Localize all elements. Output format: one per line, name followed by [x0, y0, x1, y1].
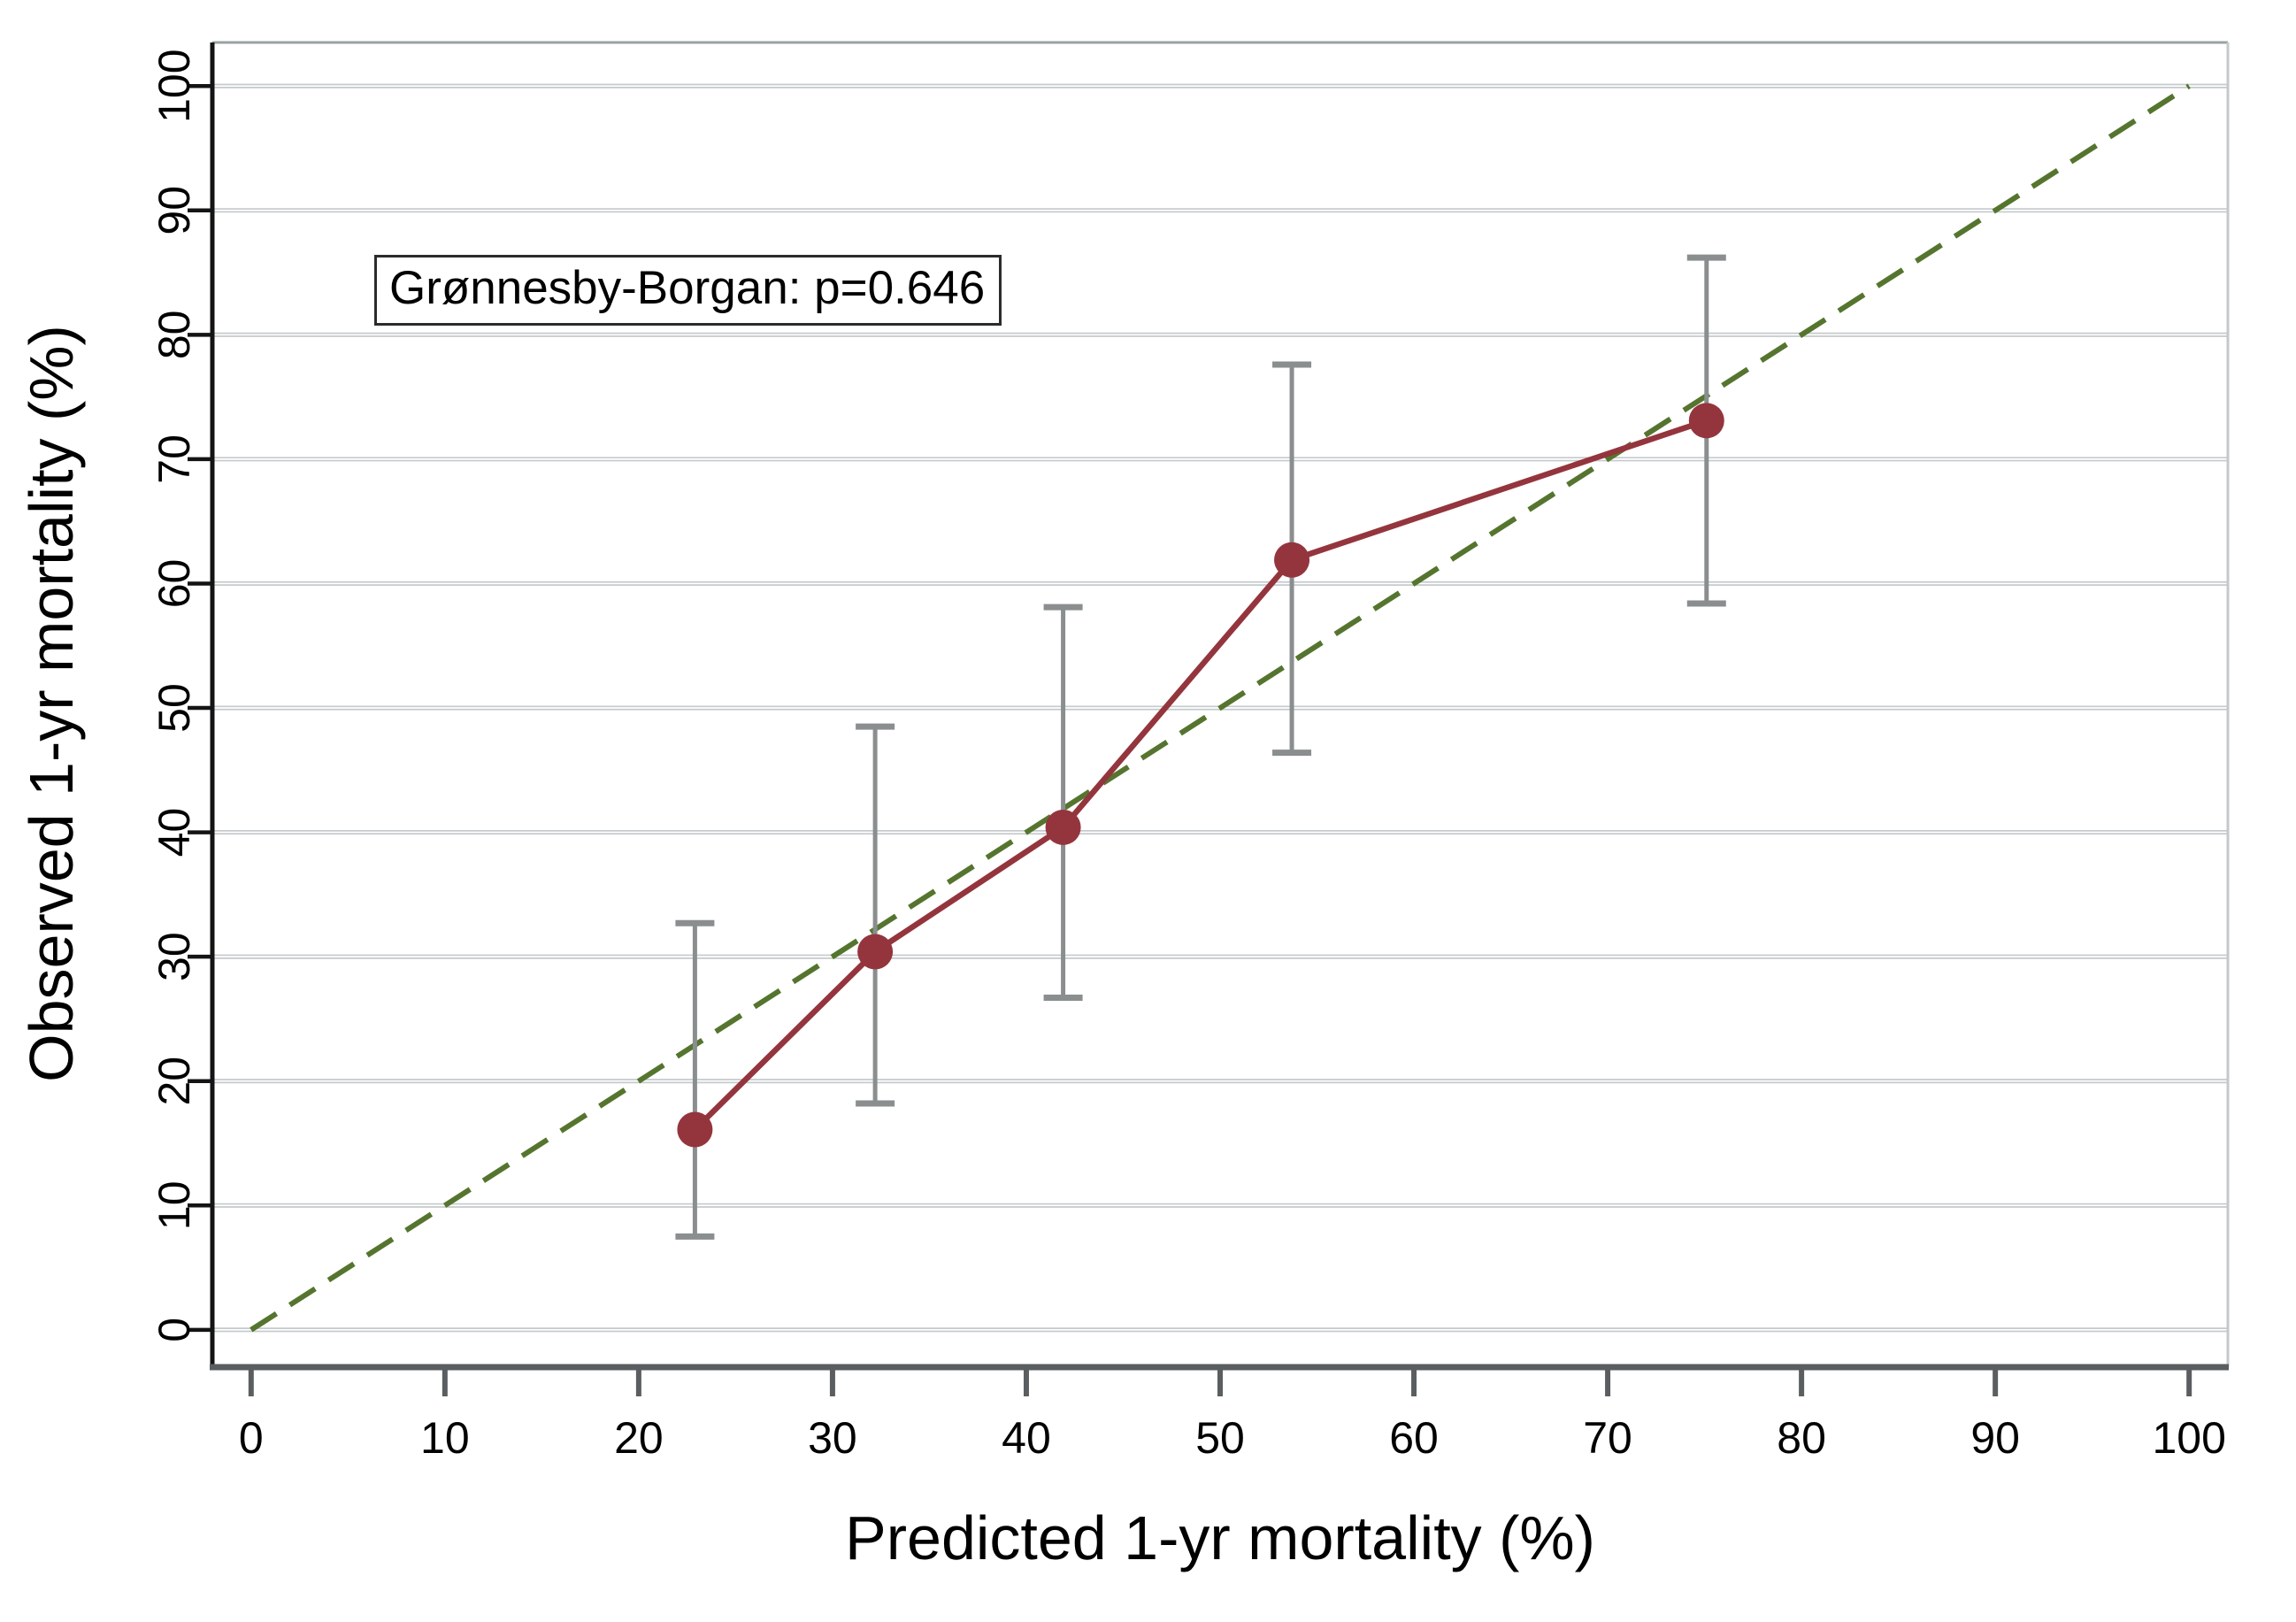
- data-point-marker: [677, 1111, 713, 1148]
- reference-line: [250, 83, 2191, 1333]
- x-tick-label: 40: [1002, 1413, 1051, 1463]
- y-tick-label: 70: [150, 434, 199, 484]
- x-axis-title: Predicted 1-yr mortality (%): [845, 1503, 1595, 1572]
- y-tick-label: 40: [150, 808, 199, 857]
- x-tick-label: 30: [808, 1413, 857, 1463]
- data-point-marker: [1045, 809, 1081, 845]
- annotation-text: Grønnesby-Borgan: p=0.646: [389, 262, 986, 314]
- y-tick-label: 0: [150, 1318, 199, 1342]
- annotation-box: Grønnesby-Borgan: p=0.646: [374, 255, 1002, 326]
- data-point-marker: [857, 934, 894, 970]
- y-tick-label: 10: [150, 1180, 199, 1230]
- y-tick-label: 50: [150, 683, 199, 733]
- x-tick-label: 60: [1389, 1413, 1439, 1463]
- x-tick-label: 70: [1583, 1413, 1632, 1463]
- y-tick-label: 90: [150, 186, 199, 235]
- y-tick-label: 20: [150, 1057, 199, 1106]
- y-tick-label: 60: [150, 559, 199, 609]
- x-tick-label: 20: [614, 1413, 664, 1463]
- x-tick-label: 0: [239, 1413, 264, 1463]
- x-tick-label: 80: [1777, 1413, 1826, 1463]
- x-tick-label: 10: [420, 1413, 470, 1463]
- calibration-line: [693, 418, 1708, 1132]
- data-point-marker: [1274, 542, 1310, 578]
- x-tick-label: 90: [1970, 1413, 2020, 1463]
- data-point-marker: [1688, 403, 1724, 439]
- y-tick-label: 30: [150, 932, 199, 981]
- x-tick-label: 100: [2152, 1413, 2225, 1463]
- y-axis-title: Observed 1-yr mortality (%): [17, 325, 86, 1082]
- x-tick-label: 50: [1195, 1413, 1245, 1463]
- y-tick-label: 100: [150, 49, 199, 122]
- y-tick-label: 80: [150, 311, 199, 360]
